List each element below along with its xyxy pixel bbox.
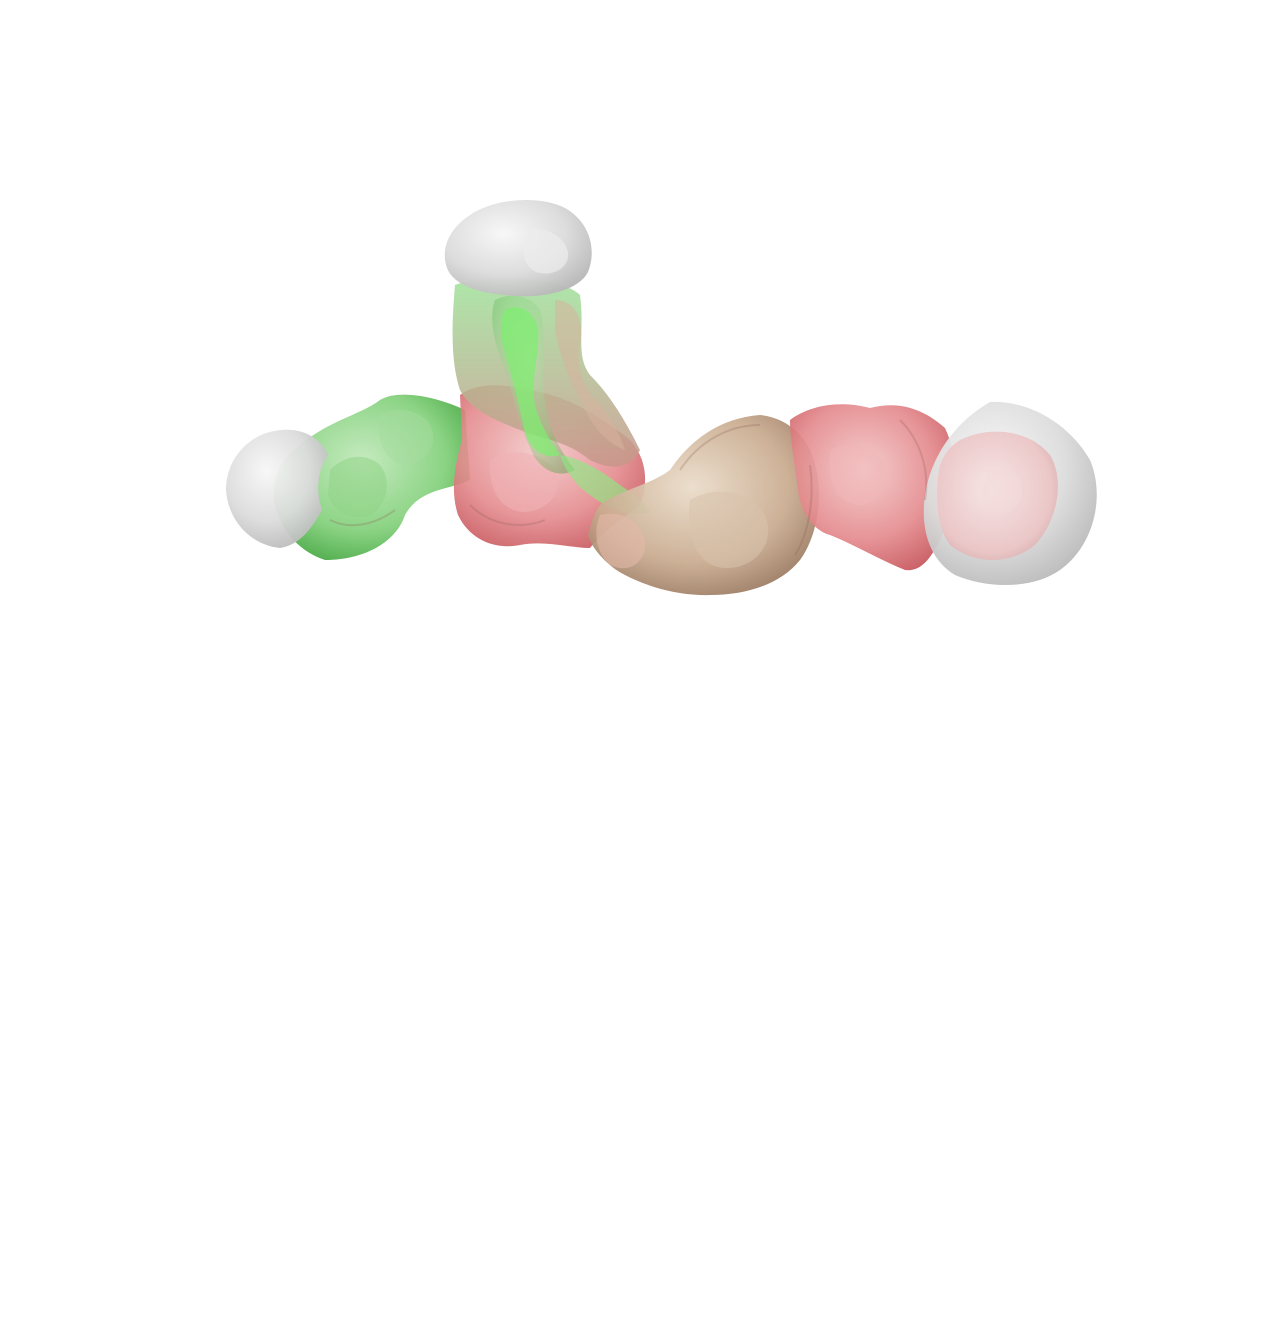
left-cap-segment — [226, 429, 328, 548]
surface-contours — [329, 419, 928, 556]
right-red-segment — [790, 404, 956, 571]
left-green-segment — [273, 394, 470, 560]
top-cap-segment — [444, 199, 592, 297]
tan-middle-segment — [588, 415, 820, 596]
right-cap-segment — [923, 401, 1097, 586]
